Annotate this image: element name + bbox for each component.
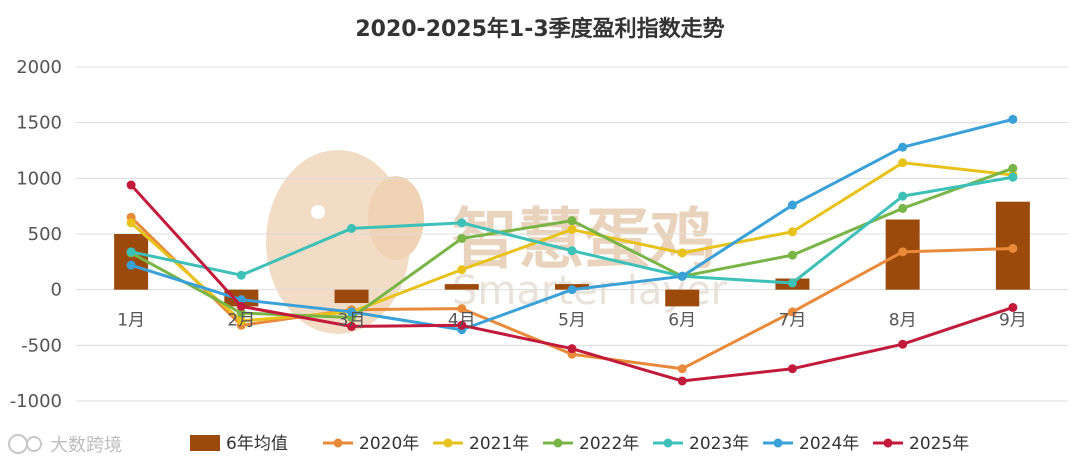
data-point xyxy=(787,307,797,317)
data-point xyxy=(236,270,246,280)
x-tick-label: 8月 xyxy=(889,311,917,331)
data-point xyxy=(457,218,467,228)
y-tick-label: 0 xyxy=(51,280,62,301)
data-point xyxy=(1008,114,1018,124)
data-point xyxy=(457,304,467,314)
data-point xyxy=(787,364,797,374)
legend-swatch-marker xyxy=(443,438,453,448)
legend-label: 2022年 xyxy=(579,434,639,454)
source-logo-icon xyxy=(8,434,28,454)
data-point xyxy=(1008,163,1018,173)
data-point xyxy=(787,227,797,237)
watermark-logo-eye xyxy=(311,205,325,219)
legend-swatch-bar xyxy=(190,435,220,451)
line-series xyxy=(126,114,1018,386)
data-point xyxy=(567,246,577,256)
series-2025年 xyxy=(126,180,1018,386)
series-2024年 xyxy=(126,114,1018,335)
source-label-group: 大数跨境 xyxy=(8,434,122,456)
data-point xyxy=(567,225,577,235)
data-point xyxy=(567,216,577,226)
legend-swatch-marker xyxy=(663,438,673,448)
x-tick-label: 6月 xyxy=(668,311,696,331)
y-tick-label: -500 xyxy=(21,335,62,356)
data-point xyxy=(677,364,687,374)
legend-swatch-marker xyxy=(553,438,563,448)
data-point xyxy=(677,376,687,386)
bar-6yr-avg xyxy=(444,284,479,290)
series-2021年 xyxy=(126,158,1018,326)
legend-label: 2025年 xyxy=(909,434,969,454)
data-point xyxy=(1008,172,1018,182)
data-point xyxy=(787,200,797,210)
y-tick-label: -1000 xyxy=(10,391,62,412)
data-point xyxy=(567,344,577,354)
bar-6yr-avg xyxy=(665,289,700,307)
data-point xyxy=(567,285,577,295)
y-tick-label: 500 xyxy=(28,224,62,245)
data-point xyxy=(457,320,467,330)
x-tick-label: 1月 xyxy=(117,311,145,331)
x-axis: 1月 2月 3月 4月 5月 6月 7月 8月 9月 xyxy=(117,311,1027,331)
legend: 6年均值 2020年 2021年 2022年 2023年 2024年 2025年 xyxy=(190,434,969,454)
data-point xyxy=(677,271,687,281)
bar-6yr-avg xyxy=(334,289,369,304)
data-point xyxy=(347,307,357,317)
data-point xyxy=(787,250,797,260)
data-point xyxy=(126,218,136,228)
y-tick-label: 1000 xyxy=(16,168,62,189)
legend-label: 6年均值 xyxy=(226,434,288,454)
bar-series xyxy=(114,201,1030,307)
legend-swatch-marker xyxy=(333,438,343,448)
legend-label: 2024年 xyxy=(799,434,859,454)
data-point xyxy=(1008,302,1018,312)
legend-label: 2020年 xyxy=(359,434,419,454)
data-point xyxy=(787,278,797,288)
data-point xyxy=(236,301,246,311)
data-point xyxy=(898,158,908,168)
legend-swatch-marker xyxy=(883,438,893,448)
watermark-logo-comb xyxy=(368,176,424,260)
x-tick-label: 5月 xyxy=(558,311,586,331)
data-point xyxy=(898,142,908,152)
y-tick-label: 2000 xyxy=(16,57,62,78)
data-point xyxy=(236,316,246,326)
data-point xyxy=(457,233,467,243)
data-point xyxy=(236,308,246,318)
data-point xyxy=(677,248,687,258)
source-label: 大数跨境 xyxy=(50,435,122,456)
data-point xyxy=(126,180,136,190)
data-point xyxy=(898,191,908,201)
data-point xyxy=(1008,243,1018,253)
data-point xyxy=(457,265,467,275)
y-axis: -1000 -500 0 500 1000 1500 2000 xyxy=(10,57,62,412)
chart-title: 2020-2025年1-3季度盈利指数走势 xyxy=(355,16,724,42)
data-point xyxy=(898,339,908,349)
data-point xyxy=(347,223,357,233)
y-tick-label: 1500 xyxy=(16,113,62,134)
data-point xyxy=(126,260,136,270)
data-point xyxy=(126,247,136,257)
x-tick-label: 3月 xyxy=(338,311,366,331)
source-logo-icon-2 xyxy=(26,436,42,452)
legend-label: 2023年 xyxy=(689,434,749,454)
watermark-cn: 智慧蛋鸡 xyxy=(452,201,716,278)
x-tick-label: 9月 xyxy=(999,311,1027,331)
x-tick-label: 7月 xyxy=(779,311,807,331)
data-point xyxy=(898,247,908,257)
x-tick-label: 4月 xyxy=(448,311,476,331)
data-point xyxy=(898,203,908,213)
x-tick-label: 2月 xyxy=(227,311,255,331)
watermark: 智慧蛋鸡 Smarter layer xyxy=(266,150,728,334)
legend-swatch-marker xyxy=(773,438,783,448)
legend-label: 2021年 xyxy=(469,434,529,454)
data-point xyxy=(347,321,357,331)
